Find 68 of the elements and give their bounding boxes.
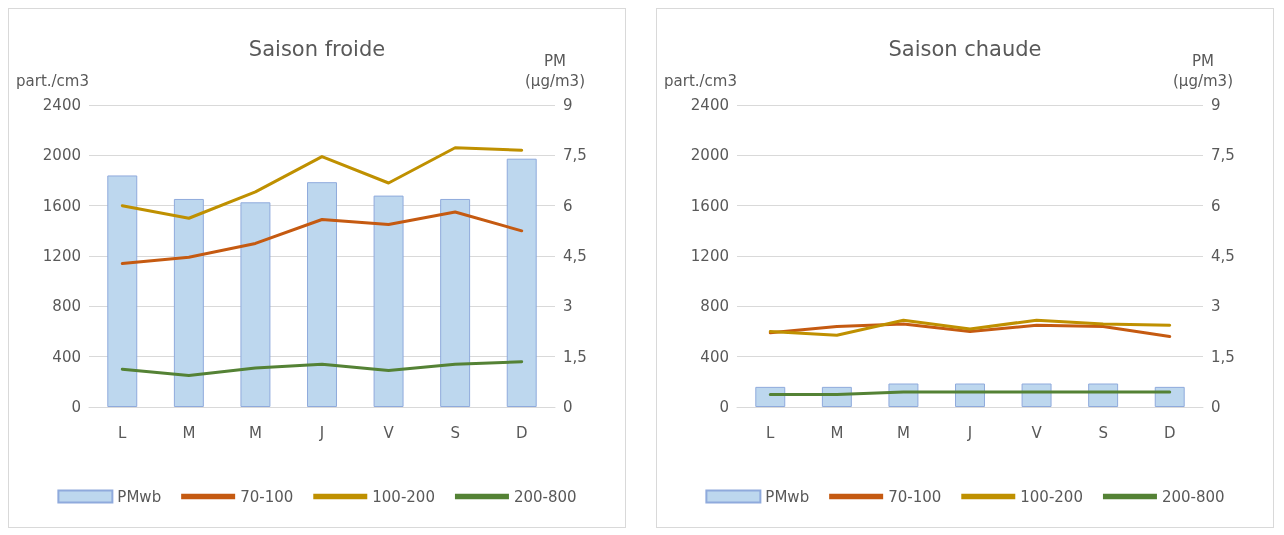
x-tick-label: L [118, 423, 128, 442]
legend-label: 100-200 [1020, 487, 1083, 506]
y2-tick-label: 3 [563, 297, 573, 316]
y-tick-label: 2400 [42, 96, 81, 114]
bar [173, 198, 204, 407]
y2-tick-label: 1,5 [1211, 347, 1235, 366]
legend-label: PMwb [117, 487, 162, 506]
legend-label: 100-200 [372, 487, 435, 506]
y-tick-label: 2400 [690, 96, 729, 114]
y2-tick-label: 0 [1211, 398, 1221, 416]
x-tick-label: J [318, 423, 325, 442]
bar [107, 175, 138, 407]
y-axis-title: part./cm3 [664, 72, 737, 90]
y2-tick-label: 3 [1211, 297, 1221, 316]
x-tick-label: M [182, 423, 196, 442]
x-tick-label: D [1163, 423, 1176, 442]
legend-label: 200-800 [1161, 487, 1225, 506]
y-tick-label: 1600 [42, 196, 81, 215]
y2-tick-label: 0 [563, 398, 573, 416]
y-tick-label: 0 [719, 398, 729, 416]
bar [307, 182, 337, 407]
x-tick-label: M [830, 423, 844, 442]
y-tick-label: 1200 [690, 247, 729, 265]
y2-tick-label: 4,5 [563, 247, 587, 265]
line-series [768, 322, 1172, 339]
line-series [120, 360, 524, 378]
y-tick-label: 2000 [42, 146, 81, 165]
y-tick-label: 1600 [690, 196, 729, 215]
y2-axis-title: PM (µg/m3) [1173, 52, 1233, 90]
y2-tick-label: 6 [563, 196, 573, 215]
legend-label: 70-100 [240, 487, 294, 506]
x-tick-label: V [383, 423, 395, 442]
x-tick-label: V [1031, 423, 1043, 442]
x-tick-label: S [1098, 423, 1108, 442]
y-tick-label: 800 [52, 297, 81, 316]
line-series [120, 210, 524, 266]
x-tick-label: S [450, 423, 460, 442]
line-series [768, 318, 1172, 337]
chart-title: Saison froide [248, 36, 386, 61]
x-tick-label: L [766, 423, 776, 442]
y2-tick-label: 9 [1211, 96, 1221, 114]
y2-tick-label: 9 [563, 96, 573, 114]
y-tick-label: 2000 [690, 146, 729, 165]
y-tick-label: 400 [700, 347, 729, 366]
bar [373, 195, 404, 407]
bar [240, 202, 271, 407]
x-tick-label: J [966, 423, 973, 442]
line-series [120, 146, 524, 220]
y2-tick-label: 7,5 [1211, 146, 1235, 165]
bar [440, 198, 471, 407]
y2-tick-label: 6 [1211, 196, 1221, 215]
y2-tick-label: 4,5 [1211, 247, 1235, 265]
x-tick-label: M [248, 423, 262, 442]
bar [506, 158, 537, 407]
legend-label: PMwb [765, 487, 810, 506]
y-tick-label: 0 [71, 398, 81, 416]
y-tick-label: 800 [700, 297, 729, 316]
y-axis-title: part./cm3 [16, 72, 89, 90]
y2-tick-label: 1,5 [563, 347, 587, 366]
chart-title: Saison chaude [888, 36, 1042, 61]
legend-label: 70-100 [888, 487, 942, 506]
x-tick-label: M [896, 423, 910, 442]
y2-axis-title: PM (µg/m3) [525, 52, 585, 90]
y-tick-label: 400 [52, 347, 81, 366]
y-tick-label: 1200 [42, 247, 81, 265]
legend-label: 200-800 [513, 487, 577, 506]
y2-tick-label: 7,5 [563, 146, 587, 165]
x-tick-label: D [515, 423, 528, 442]
